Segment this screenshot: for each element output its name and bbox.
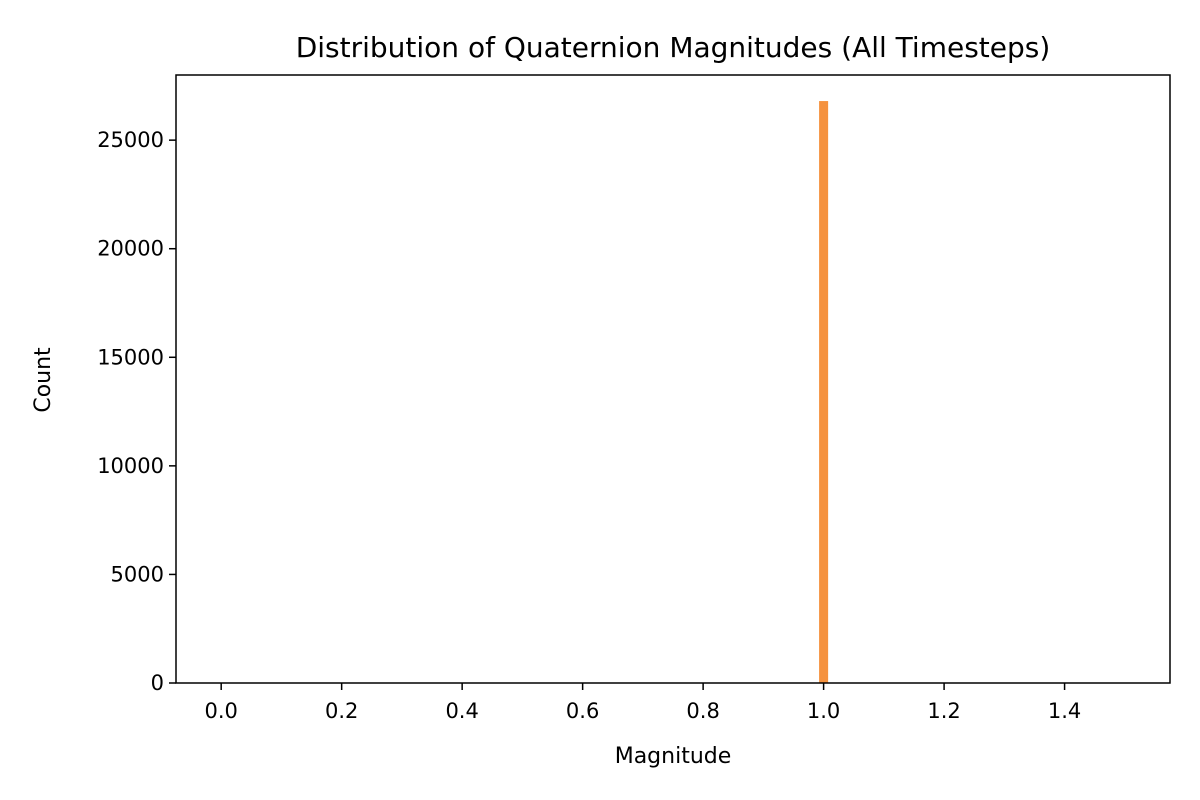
- x-tick-label: 1.4: [1048, 699, 1081, 723]
- y-tick-label: 0: [151, 671, 164, 695]
- bars-layer: [819, 101, 829, 684]
- x-axis-label: Magnitude: [615, 744, 732, 769]
- x-axis-ticks: 0.0 0.2 0.4 0.6 0.8 1.0 1.2 1.4: [204, 683, 1081, 723]
- y-axis-ticks: 0 5000 10000 15000 20000 25000: [97, 128, 176, 695]
- x-tick-label: 1.2: [927, 699, 960, 723]
- x-tick-label: 1.0: [807, 699, 840, 723]
- y-tick-label: 25000: [97, 128, 164, 152]
- x-tick-label: 0.2: [325, 699, 358, 723]
- x-tick-label: 0.8: [686, 699, 719, 723]
- y-tick-label: 10000: [97, 454, 164, 478]
- chart-title: Distribution of Quaternion Magnitudes (A…: [296, 31, 1051, 64]
- y-tick-label: 20000: [97, 237, 164, 261]
- plot-frame: [175, 74, 1171, 684]
- y-tick-label: 15000: [97, 345, 164, 369]
- histogram-bar: [819, 101, 829, 684]
- x-tick-label: 0.4: [445, 699, 478, 723]
- y-axis-label: Count: [31, 347, 56, 413]
- y-tick-label: 5000: [111, 562, 164, 586]
- x-tick-label: 0.0: [204, 699, 237, 723]
- x-tick-label: 0.6: [566, 699, 599, 723]
